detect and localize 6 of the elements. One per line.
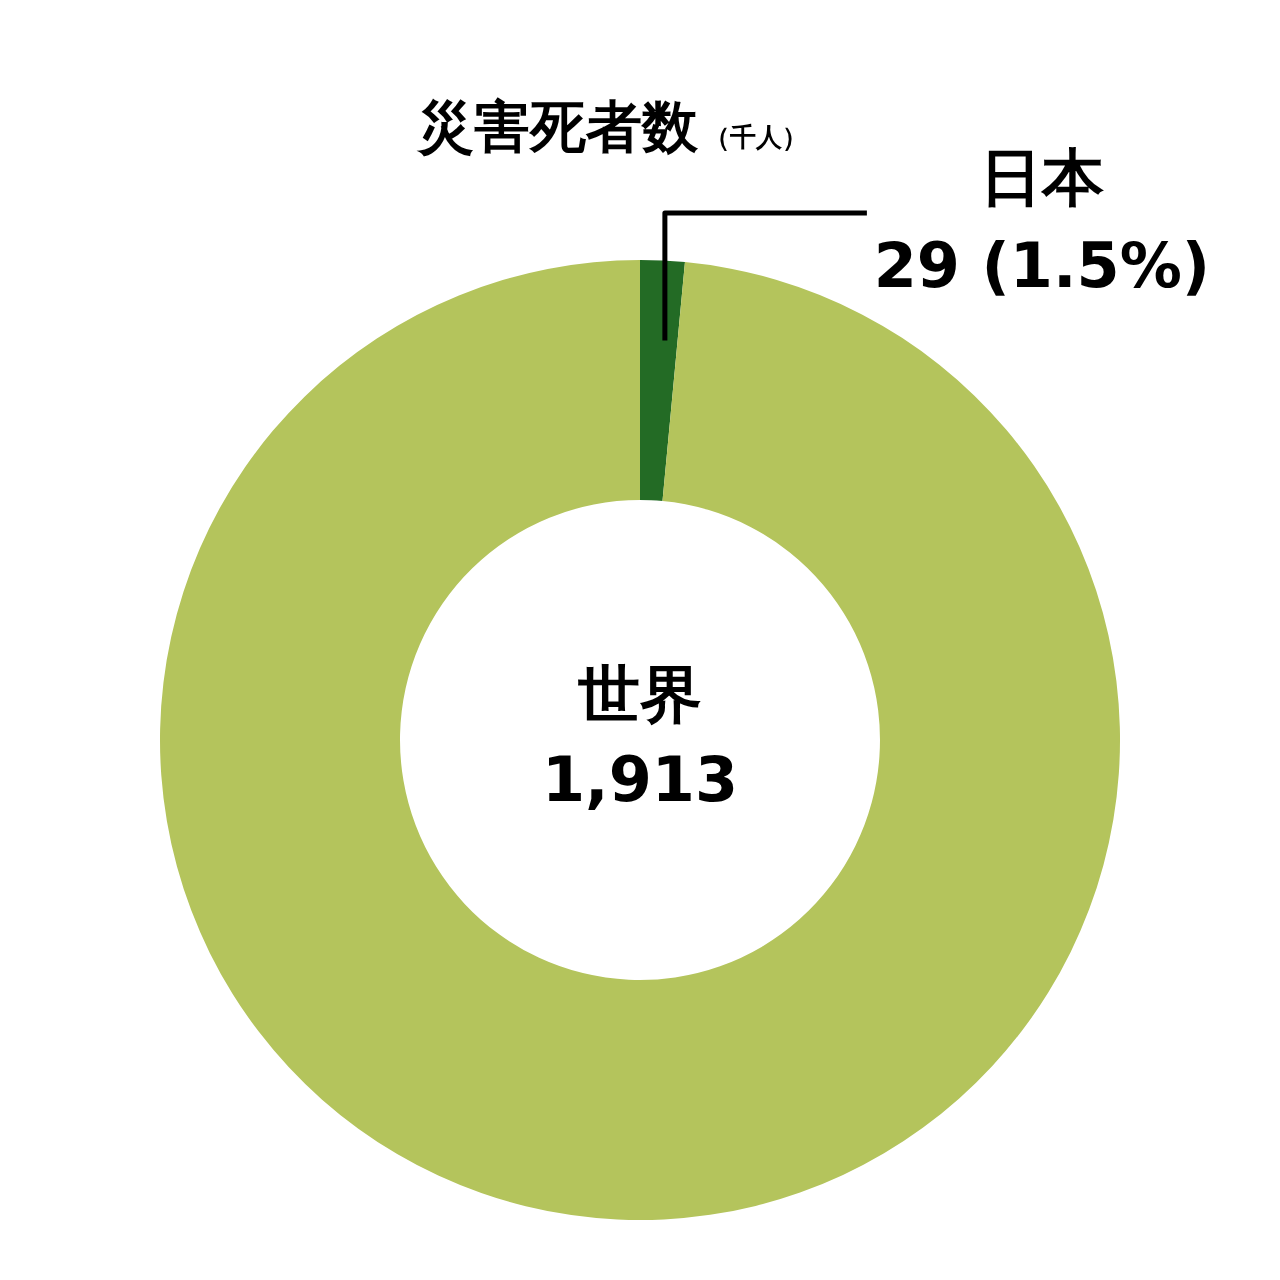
slice-label: 世界	[578, 658, 702, 732]
slice-label: 日本	[979, 141, 1104, 215]
data-label: 1,913	[541, 743, 739, 817]
data-label: 29 (1.5%)	[873, 229, 1211, 303]
chart-subtitle: （千人）	[704, 122, 808, 152]
chart-title: 災害死者数	[418, 94, 698, 159]
